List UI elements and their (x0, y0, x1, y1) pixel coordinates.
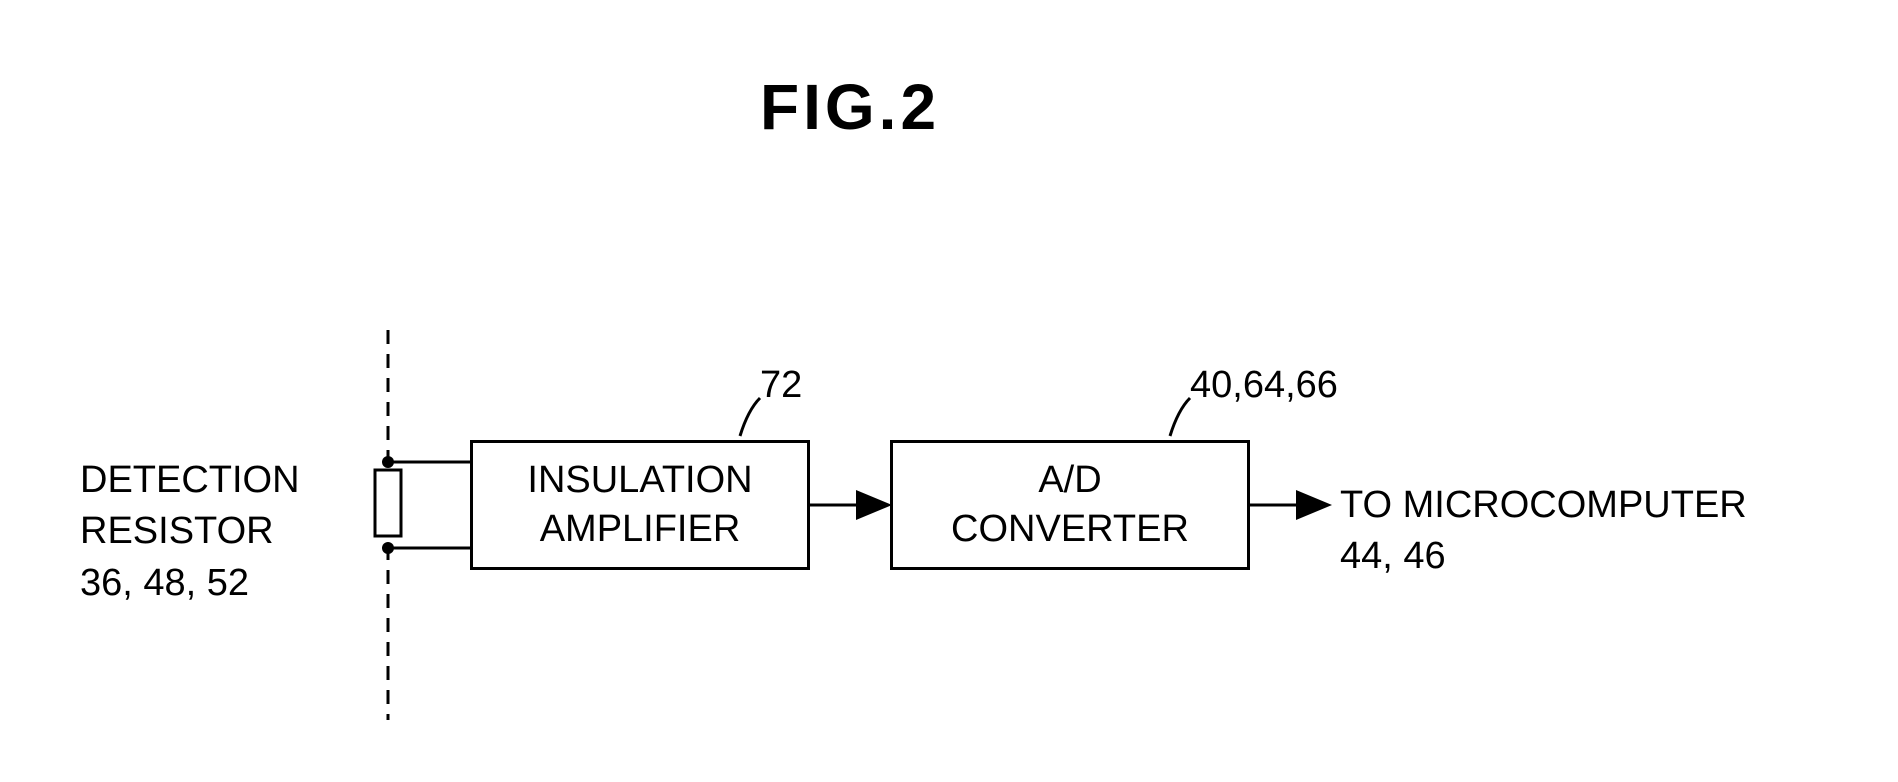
insulation-amplifier-ref: 72 (760, 360, 802, 411)
to-microcomputer-label: TO MICROCOMPUTER 44, 46 (1340, 480, 1747, 583)
node-dot-top (382, 456, 394, 468)
ad-converter-block: A/D CONVERTER (890, 440, 1250, 570)
ad-converter-ref: 40,64,66 (1190, 360, 1338, 411)
figure-title: FIG.2 (760, 70, 940, 144)
diagram-wires (0, 0, 1898, 782)
adc-ref-leader (1170, 398, 1190, 436)
insulation-amplifier-block: INSULATION AMPLIFIER (470, 440, 810, 570)
detection-resistor-label: DETECTION RESISTOR 36, 48, 52 (80, 455, 300, 609)
amp-ref-leader (740, 398, 760, 436)
node-dot-bottom (382, 542, 394, 554)
resistor-symbol (375, 470, 401, 536)
